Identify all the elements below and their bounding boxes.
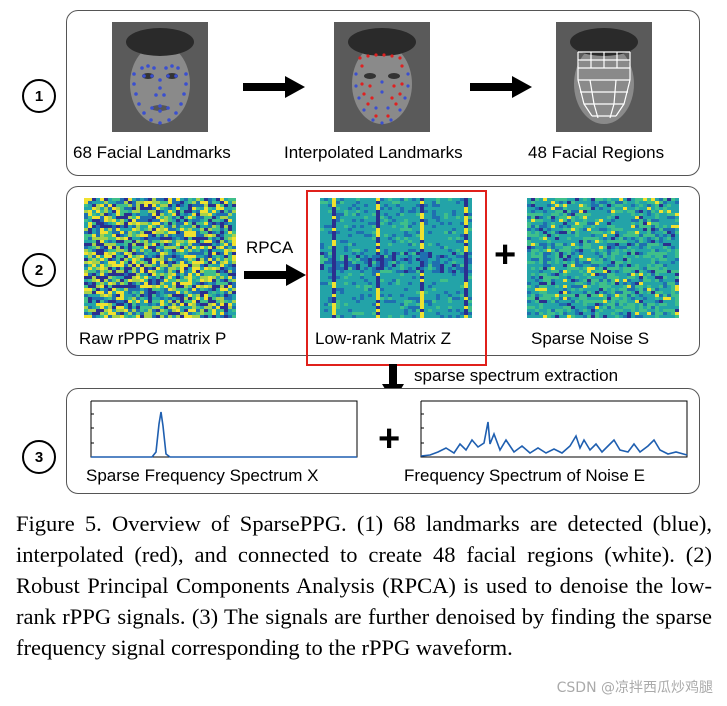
sparse-spectrum-line xyxy=(91,411,357,458)
arrow-right-icon xyxy=(470,76,532,98)
label-interpolated-landmarks: Interpolated Landmarks xyxy=(284,143,463,162)
noise-spectrum-line xyxy=(420,421,688,457)
figure-caption: Figure 5. Overview of SparsePPG. (1) 68 … xyxy=(16,511,712,660)
label-raw-matrix: Raw rPPG matrix P xyxy=(79,329,227,348)
arrow-right-icon xyxy=(244,264,306,286)
label-noise-spectrum: Frequency Spectrum of Noise E xyxy=(404,466,645,485)
raw-rppg-matrix-image xyxy=(84,198,236,318)
low-rank-matrix-image xyxy=(320,198,472,318)
sparse-noise-image xyxy=(527,198,679,318)
step-2-badge: 2 xyxy=(22,253,56,287)
step-3-badge: 3 xyxy=(22,440,56,474)
step-1-badge: 1 xyxy=(22,79,56,113)
sparse-extraction-label: sparse spectrum extraction xyxy=(414,366,619,385)
watermark: CSDN @凉拌西瓜炒鸡腿 xyxy=(556,680,713,696)
label-low-rank-matrix: Low-rank Matrix Z xyxy=(315,329,452,348)
label-48-regions: 48 Facial Regions xyxy=(528,143,665,162)
plus-sign: + xyxy=(494,234,517,276)
panel-step-3 xyxy=(66,388,700,494)
sparse-spectrum-plot xyxy=(90,400,358,458)
label-sparse-noise: Sparse Noise S xyxy=(531,329,650,348)
label-sparse-spectrum: Sparse Frequency Spectrum X xyxy=(86,466,319,485)
plus-sign-2: + xyxy=(378,418,401,460)
face-regions-image xyxy=(556,22,652,132)
rpca-label: RPCA xyxy=(246,238,294,257)
face-interpolated-image xyxy=(334,22,430,132)
noise-spectrum-plot xyxy=(420,400,688,458)
arrow-right-icon xyxy=(243,76,305,98)
label-68-landmarks: 68 Facial Landmarks xyxy=(73,143,231,162)
face-landmarks-image xyxy=(112,22,208,132)
